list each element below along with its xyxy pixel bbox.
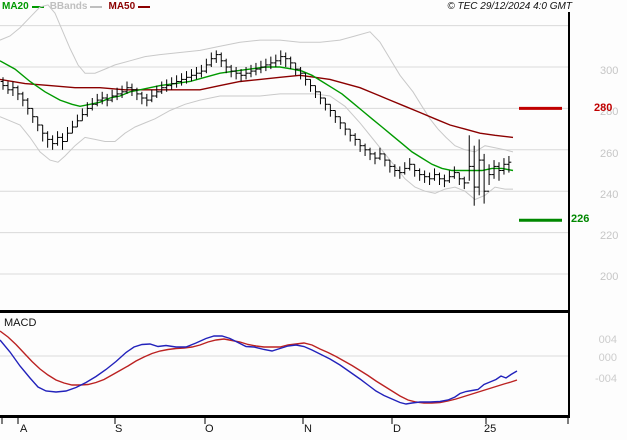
price-axis-label-240: 240	[600, 189, 619, 201]
month-label-year-25: 25	[484, 423, 497, 435]
price-axis-label-200: 200	[600, 271, 619, 283]
price-axis-label-220: 220	[600, 230, 619, 242]
price-axis-label-300: 300	[600, 65, 619, 77]
ma20-line-swatch	[31, 5, 44, 8]
legend-item-ma20: MA20	[2, 1, 44, 12]
price-axis-label-260: 260	[600, 148, 619, 160]
macd-axis-label-neg004: -004	[594, 373, 617, 385]
month-label-december: D	[393, 423, 401, 435]
resistance-level-label: 280	[594, 102, 613, 114]
month-label-august: A	[20, 423, 28, 435]
month-label-november: N	[304, 423, 312, 435]
month-label-october: O	[205, 423, 214, 435]
bbands-label: BBands	[49, 1, 88, 12]
ma50-line-swatch	[138, 5, 151, 8]
legend: MA20 BBands MA50	[2, 1, 151, 12]
support-level-label: 226	[571, 213, 590, 225]
legend-item-bbands: BBands	[50, 1, 103, 12]
price-axis-label-280: 280	[600, 106, 619, 118]
macd-axis-label-000: 000	[598, 352, 617, 364]
copyright-timestamp: © TEC 29/12/2024 4:0 GMT	[447, 1, 572, 12]
macd-panel-title: MACD	[4, 317, 37, 329]
legend-item-ma50: MA50	[108, 1, 151, 12]
bbands-line-swatch	[90, 5, 103, 8]
macd-axis-label-004: 004	[598, 334, 617, 346]
ma50-label: MA50	[108, 1, 136, 12]
ma20-label: MA20	[2, 1, 29, 12]
month-label-september: S	[115, 423, 123, 435]
